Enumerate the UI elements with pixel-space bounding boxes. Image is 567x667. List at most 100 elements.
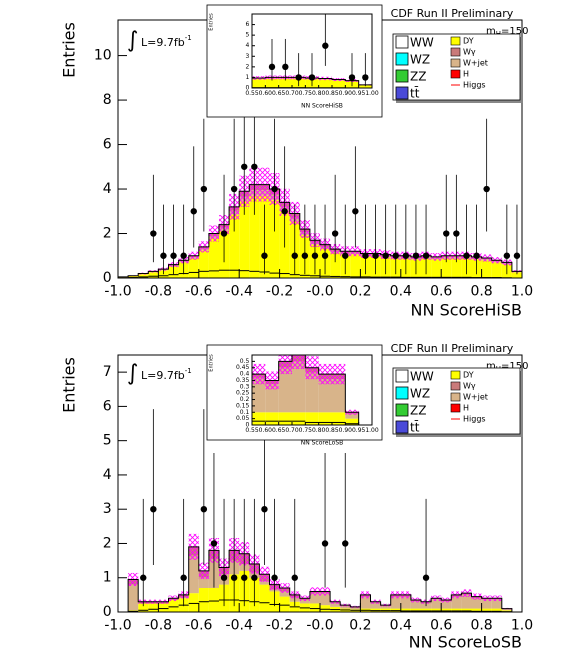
- data-point: [190, 208, 197, 215]
- x-axis-label: NN ScoreHiSB: [411, 301, 522, 320]
- legend-swatch: [395, 386, 409, 400]
- data-point: [348, 74, 356, 81]
- histogram-bar: [330, 252, 341, 278]
- x-tick-label: 0.2: [349, 617, 371, 633]
- legend-swatch: [395, 69, 409, 83]
- x-tick-label: -1.0: [104, 283, 131, 299]
- histogram-bar: [491, 599, 502, 609]
- x-tick-label: -0.0: [306, 283, 333, 299]
- uncertainty-band: [25, 36, 38, 52]
- data-point: [230, 185, 238, 193]
- data-point: [372, 252, 379, 259]
- histogram-bar: [320, 605, 331, 612]
- histogram-bar: [92, 70, 105, 71]
- legend-label: ZZ: [410, 70, 426, 84]
- x-axis-label: NN ScoreLoSB: [409, 633, 522, 652]
- uncertainty-band: [79, 61, 92, 69]
- x-tick-label: 0.55: [245, 90, 259, 97]
- y-tick-label: 0.35: [236, 377, 250, 384]
- y-tick-label: 8: [103, 92, 112, 108]
- histogram-bar: [279, 596, 290, 612]
- x-tick-label: -1.0: [104, 617, 131, 633]
- histogram-bar: [12, 279, 25, 298]
- uncertainty-band: [0, 165, 12, 252]
- histogram-bar: [265, 412, 279, 425]
- uncertainty-band: [12, 211, 25, 282]
- data-point: [150, 506, 157, 513]
- histogram-bar: [25, 285, 38, 310]
- histogram-bar: [332, 379, 346, 413]
- histogram-bar: [79, 374, 92, 380]
- histogram-bar: [252, 79, 266, 88]
- legend-label: H: [463, 70, 469, 79]
- inset-y-label: Entries: [209, 354, 215, 372]
- histogram-bar: [252, 377, 266, 413]
- x-tick-label: 0.90: [339, 90, 353, 97]
- uncertainty-band: [105, 69, 118, 75]
- x-tick-label: 0.65: [272, 427, 286, 434]
- histogram-bar: [0, 209, 12, 247]
- histogram-bar: [318, 412, 332, 425]
- histogram-bar: [128, 584, 139, 611]
- x-tick-label: 0.8: [470, 283, 492, 299]
- data-point: [295, 74, 302, 81]
- histogram-bar: [92, 71, 105, 72]
- histogram-bar: [105, 349, 118, 355]
- histogram-bar: [188, 555, 199, 594]
- data-point: [483, 185, 490, 193]
- uncertainty-band: [105, 333, 118, 364]
- legend-label: WW: [410, 36, 434, 50]
- histogram-bar: [158, 603, 169, 612]
- luminosity: L=9.7fb-1: [141, 367, 192, 382]
- legend-swatch: [395, 420, 409, 434]
- data-point: [29, 74, 35, 80]
- chart-title: CDF Run II Preliminary: [391, 7, 514, 20]
- y-tick-label: 4: [103, 181, 112, 197]
- data-point: [220, 574, 228, 581]
- legend-swatch: [395, 86, 409, 100]
- legend-swatch: [450, 47, 461, 57]
- x-tick-label: 1.0: [511, 617, 533, 633]
- histogram-bar: [278, 367, 292, 413]
- x-tick-label: 0.60: [259, 427, 273, 434]
- data-point: [362, 252, 369, 259]
- y-tick-label: 2: [245, 63, 249, 70]
- uncertainty-band: [92, 333, 105, 364]
- x-tick-label: 0.70: [285, 427, 299, 434]
- y-tick-label: 0: [245, 85, 249, 92]
- y-tick-label: 0.5: [240, 358, 250, 365]
- histogram-bar: [0, 49, 12, 51]
- histogram-bar: [188, 593, 199, 612]
- y-tick-label: 10: [94, 48, 112, 64]
- x-tick-label: 0.4: [390, 617, 412, 633]
- histogram-bar: [0, 47, 12, 50]
- histogram-bar: [39, 349, 52, 425]
- legend-swatch: [450, 392, 461, 402]
- histogram-bar: [471, 608, 482, 612]
- data-point: [150, 230, 157, 237]
- legend-label: Higgs: [463, 81, 486, 90]
- luminosity-text: L=9.7fb: [141, 369, 185, 382]
- histogram-bar: [265, 78, 279, 88]
- data-point: [15, 32, 21, 38]
- data-point: [2, 295, 8, 301]
- data-point: [331, 230, 339, 237]
- histogram-bar: [25, 49, 38, 88]
- histogram-bar: [198, 577, 209, 589]
- histogram-bar: [198, 588, 209, 612]
- histogram-bar: [128, 275, 139, 278]
- histogram-bar: [0, 52, 12, 88]
- y-tick-label: 2: [103, 226, 112, 242]
- histogram-bar: [79, 380, 92, 393]
- data-point: [261, 252, 268, 259]
- histogram-bar: [39, 51, 52, 88]
- legend-swatch: [450, 58, 461, 68]
- histogram-bar: [39, 323, 52, 342]
- plot-area: [118, 91, 522, 278]
- histogram-bar: [320, 593, 331, 606]
- legend-label: Wγ: [463, 48, 476, 57]
- histogram-bar: [309, 593, 320, 604]
- x-tick-label: 0.70: [285, 90, 299, 97]
- x-tick-label: -0.4: [226, 617, 253, 633]
- legend-swatch: [450, 403, 461, 413]
